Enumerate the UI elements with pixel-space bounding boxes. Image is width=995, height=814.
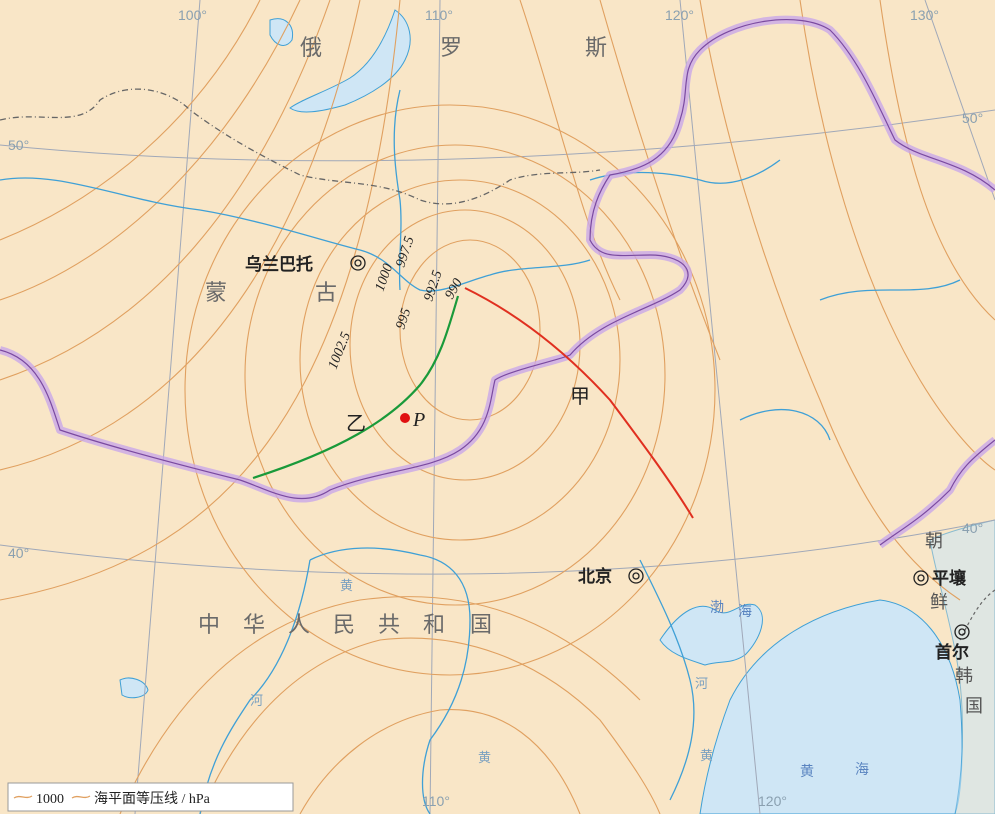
river-huang-3: 黄 — [700, 749, 713, 764]
lat-label-50-right: 50° — [962, 110, 983, 126]
city-ulaanbaatar: 乌兰巴托 — [245, 254, 313, 275]
river-huang-2: 黄 — [478, 751, 491, 766]
lakes — [119, 9, 411, 699]
isobar-label-995: 995 — [394, 307, 415, 332]
point-p-label: P — [412, 409, 425, 431]
river-he-1: 河 — [250, 694, 263, 709]
river-he-2: 河 — [695, 677, 708, 692]
bohai-char-1: 渤 — [710, 600, 724, 616]
korea-south-char-1: 韩 — [955, 666, 973, 687]
rivers — [0, 89, 961, 814]
lat-label-40-right: 40° — [962, 520, 983, 536]
yellow-sea-char-2: 海 — [855, 762, 869, 778]
legend: 1000 海平面等压线 / hPa — [7, 782, 294, 812]
korea-north-char-2: 鲜 — [930, 592, 948, 613]
front-yi-label: 乙 — [346, 411, 366, 435]
lon-label-110-top: 110° — [425, 7, 453, 23]
lon-label-120-bottom: 120° — [758, 793, 787, 809]
lat-label-50-left: 50° — [8, 137, 29, 153]
russia-char-2: 罗 — [440, 36, 464, 61]
russia-char-3: 斯 — [585, 36, 609, 61]
lon-label-110-bottom: 110° — [422, 793, 450, 809]
legend-value: 1000 — [36, 792, 64, 807]
front-jia-line — [464, 287, 694, 519]
china-char-4: 民 — [333, 613, 357, 638]
russia-char-1: 俄 — [300, 36, 324, 61]
china-char-6: 和 — [423, 613, 447, 638]
city-markers — [350, 255, 970, 640]
city-seoul: 首尔 — [935, 642, 969, 663]
korea-north-char-1: 朝 — [925, 531, 943, 552]
mongolia-char-2: 古 — [315, 281, 339, 306]
front-jia-label: 甲 — [570, 384, 590, 408]
yellow-sea-char-1: 黄 — [800, 763, 814, 780]
graticule-labels: 100° 110° 120° 130° 110° 120° 50° 50° 40… — [8, 7, 983, 809]
lon-label-130: 130° — [910, 7, 939, 23]
sea-areas — [659, 519, 995, 814]
china-char-7: 国 — [470, 613, 494, 638]
bohai-char-2: 海 — [738, 604, 752, 620]
lon-label-100: 100° — [178, 7, 207, 23]
korea-south-char-2: 国 — [965, 696, 983, 717]
china-char-2: 华 — [243, 613, 267, 638]
mongolia-char-1: 蒙 — [205, 281, 229, 306]
lat-label-40-left: 40° — [8, 545, 29, 561]
legend-text: 海平面等压线 / hPa — [94, 790, 211, 807]
front-yi-line — [252, 295, 460, 480]
point-p-marker — [400, 413, 410, 423]
china-char-5: 共 — [378, 613, 402, 638]
river-huang-1: 黄 — [340, 579, 353, 594]
lon-label-120-top: 120° — [665, 7, 694, 23]
china-char-3: 人 — [288, 613, 312, 638]
china-char-1: 中 — [198, 613, 222, 638]
country-labels: 俄 罗 斯 蒙 古 中 华 人 民 共 和 国 朝 鲜 韩 国 — [198, 36, 983, 717]
city-pyongyang: 平壤 — [932, 568, 967, 589]
city-beijing: 北京 — [578, 566, 612, 587]
